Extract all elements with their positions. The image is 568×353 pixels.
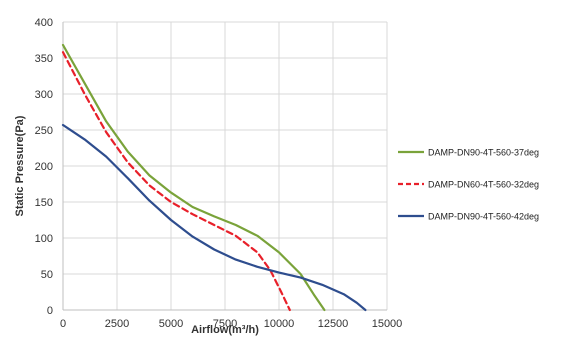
series-line-1 [61,43,326,312]
y-tick-label: 200 [35,161,53,173]
x-tick-label: 2500 [105,318,129,330]
legend-label: DAMP-DN90-4T-560-42deg [428,212,539,222]
legend-item: DAMP-DN90-4T-560-37deg [398,148,539,158]
x-tick-label: 12500 [318,318,349,330]
x-tick-label: 15000 [372,318,403,330]
y-tick-label: 350 [35,53,53,65]
y-tick-label: 50 [41,269,53,281]
y-tick-label: 150 [35,197,53,209]
axes [62,22,387,311]
x-tick-label: 10000 [264,318,295,330]
x-tick-label: 7500 [213,318,237,330]
y-tick-label: 300 [35,89,53,101]
legend-label: DAMP-DN90-4T-560-37deg [428,148,539,158]
y-tick-label: 0 [47,305,53,317]
series-lines [61,43,367,312]
series-line-3 [61,123,367,312]
x-tick-label: 5000 [159,318,183,330]
x-axis-title: Airflow(m³/h) [191,324,259,336]
legend-item: DAMP-DN60-4T-560-32deg [398,180,539,190]
legend: DAMP-DN90-4T-560-37deg DAMP-DN60-4T-560-3… [398,148,539,222]
y-axis-title: Static Pressure(Pa) [14,115,26,216]
legend-label: DAMP-DN60-4T-560-32deg [428,180,539,190]
y-tick-label: 250 [35,125,53,137]
y-tick-label: 100 [35,233,53,245]
x-tick-label: 0 [60,318,66,330]
tick-labels: 0 2500 5000 7500 10000 12500 15000 0 50 100 150 200… [35,17,403,330]
y-tick-label: 400 [35,17,53,29]
legend-item: DAMP-DN90-4T-560-42deg [398,212,539,222]
